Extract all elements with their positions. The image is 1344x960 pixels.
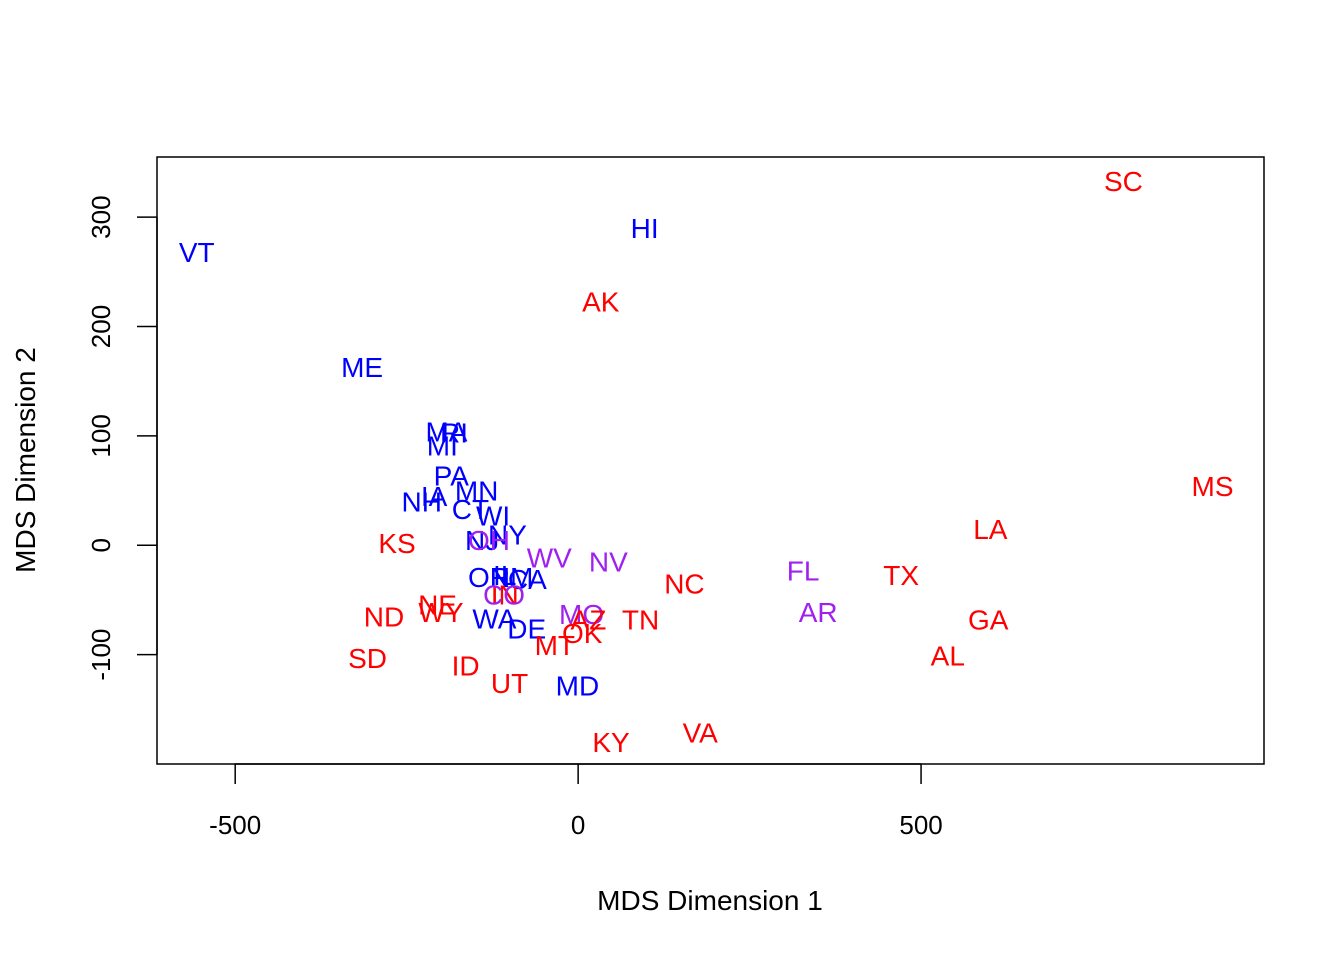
point-label-ar: AR	[799, 597, 838, 628]
point-label-mo: MO	[559, 599, 604, 630]
point-label-ct: CT	[452, 494, 489, 525]
point-label-mi: MI	[427, 431, 458, 462]
point-label-ak: AK	[582, 286, 620, 317]
point-label-ma: MA	[425, 417, 467, 448]
x-tick-label: 500	[899, 810, 942, 840]
y-axis-title: MDS Dimension 2	[10, 347, 41, 573]
y-axis: -100 0 100 200 300	[86, 195, 158, 681]
point-label-co: CO	[483, 579, 525, 610]
point-label-wi: WI	[476, 501, 510, 532]
y-tick-label: 0	[86, 538, 116, 552]
point-label-la: LA	[973, 514, 1008, 545]
point-label-wy: WY	[418, 597, 463, 628]
point-label-me: ME	[341, 352, 383, 383]
point-label-sd: SD	[348, 643, 387, 674]
point-label-mn: MN	[455, 476, 499, 507]
point-label-in: IN	[491, 579, 519, 610]
point-label-nv: NV	[589, 547, 628, 578]
point-label-vt: VT	[179, 237, 215, 268]
point-label-wa: WA	[472, 604, 516, 635]
point-label-ut: UT	[491, 668, 528, 699]
point-label-wv: WV	[527, 542, 572, 573]
point-label-nc: NC	[664, 569, 704, 600]
point-label-nd: ND	[364, 601, 404, 632]
point-label-md: MD	[556, 670, 600, 701]
point-label-ok: OK	[562, 618, 603, 649]
point-label-va: VA	[683, 717, 719, 748]
point-label-fl: FL	[787, 555, 820, 586]
point-label-il: IL	[493, 560, 516, 591]
x-tick-label: -500	[209, 810, 261, 840]
point-label-ks: KS	[378, 528, 415, 559]
point-label-tn: TN	[622, 605, 659, 636]
point-label-ri: RI	[440, 418, 468, 449]
point-label-pa: PA	[434, 460, 470, 491]
point-label-ne: NE	[418, 589, 457, 620]
point-label-nh: NH	[402, 487, 442, 518]
point-label-mt: MT	[535, 630, 575, 661]
point-label-ky: KY	[592, 727, 630, 758]
point-label-az: AZ	[571, 605, 607, 636]
y-tick-label: 300	[86, 195, 116, 238]
point-label-de: DE	[507, 613, 546, 644]
plot-frame	[156, 156, 1265, 765]
point-label-oh: OH	[468, 525, 510, 556]
point-label-hi: HI	[631, 213, 659, 244]
point-label-or: OR	[468, 562, 510, 593]
point-label-id: ID	[452, 651, 480, 682]
point-label-nm: NM	[490, 562, 534, 593]
x-axis: -500 0 500	[209, 763, 943, 840]
y-tick-label: 100	[86, 414, 116, 457]
y-tick-label: 200	[86, 305, 116, 348]
point-label-al: AL	[931, 641, 965, 672]
x-tick-label: 0	[571, 810, 585, 840]
point-label-tx: TX	[883, 560, 919, 591]
y-tick-label: -100	[86, 629, 116, 681]
point-label-ca: CA	[508, 564, 547, 595]
point-label-ms: MS	[1192, 471, 1234, 502]
point-label-ia: IA	[421, 481, 448, 512]
point-label-nj: NJ	[465, 525, 499, 556]
x-axis-title: MDS Dimension 1	[597, 885, 823, 916]
point-label-ny: NY	[488, 519, 527, 550]
point-label-sc: SC	[1104, 166, 1143, 197]
point-label-ga: GA	[968, 605, 1009, 636]
